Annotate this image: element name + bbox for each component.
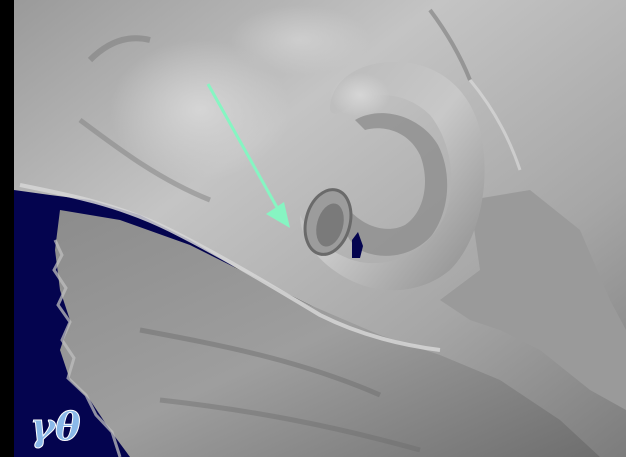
ear-inner [343, 113, 448, 256]
ear-hole [352, 232, 363, 258]
arrow-shaft [206, 83, 281, 212]
cheek-highlight [110, 40, 290, 180]
neck-fold [159, 397, 421, 453]
ear-helix [300, 61, 485, 291]
fold-line [78, 117, 211, 203]
fold-line [428, 8, 472, 81]
fold-line [468, 79, 522, 171]
neck-surface [55, 210, 600, 457]
jaw-ridge [19, 183, 441, 352]
gamma-theta-logo: γθ [30, 404, 81, 449]
pointer-arrow [206, 83, 290, 228]
ear-highlight [330, 73, 390, 117]
mesh-edge [52, 239, 122, 457]
temple-highlight [230, 5, 370, 75]
shoulder-surface [440, 190, 626, 410]
arrow-head [266, 202, 290, 228]
neck-fold [139, 327, 382, 398]
ear-canal-inner [316, 203, 344, 247]
fold-line [87, 35, 151, 63]
